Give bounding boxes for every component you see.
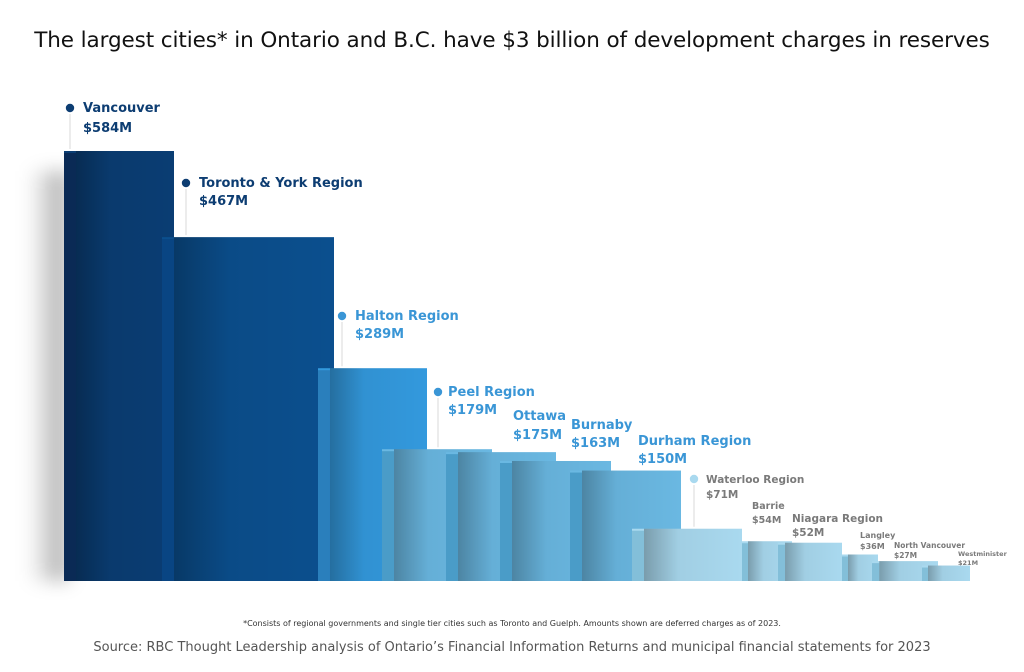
bar-label-2: Toronto & York Region $467M (181, 176, 363, 236)
bar-label-6: Burnaby $163M (571, 418, 633, 451)
value-label: $584M (83, 121, 132, 136)
footnote: *Consists of regional governments and si… (243, 619, 781, 628)
bar-side (872, 563, 880, 581)
label-dot (689, 474, 699, 484)
bar-label-10: Niagara Region $52M (792, 513, 883, 539)
bar-label-4: Peel Region $179M (433, 385, 535, 448)
category-label: Toronto & York Region (199, 176, 363, 191)
bar-side (922, 567, 928, 581)
label-dot (433, 387, 443, 397)
bar-side (64, 153, 76, 581)
category-label: Niagara Region (792, 513, 883, 525)
bar-10 (778, 542, 842, 581)
bar-side (778, 544, 786, 581)
bar-side (162, 239, 174, 581)
bar-label-7: Durham Region $150M (638, 434, 751, 467)
category-label: Langley (860, 531, 896, 540)
bar-label-9: Barrie $54M (752, 501, 785, 526)
bar-label-8: Waterloo Region $71M (689, 474, 804, 527)
value-label: $175M (513, 428, 562, 443)
bar-label-11: Langley $36M (860, 531, 896, 551)
bar-chart: Vancouver $584M Toronto & York Region $467M… (28, 101, 1008, 581)
bar-side (842, 556, 848, 581)
category-label: Vancouver (83, 101, 161, 116)
value-label: $150M (638, 452, 687, 467)
bar-8 (632, 528, 742, 581)
bar-label-5: Ottawa $175M (513, 409, 566, 443)
value-label: $21M (958, 559, 978, 567)
label-dot (337, 311, 347, 321)
value-label: $467M (199, 194, 248, 209)
label-dot (181, 178, 191, 188)
bar-13 (922, 565, 970, 581)
category-label: North Vancouver (894, 541, 965, 550)
bar-side (446, 454, 458, 581)
bar-1 (64, 151, 174, 581)
value-label: $289M (355, 327, 404, 342)
source-note: Source: RBC Thought Leadership analysis … (93, 640, 931, 655)
category-label: Barrie (752, 501, 785, 512)
value-label: $27M (894, 551, 917, 560)
value-label: $54M (752, 515, 781, 526)
bar-side (382, 451, 394, 581)
category-label: Ottawa (513, 409, 566, 424)
bar-shade (174, 237, 334, 581)
value-label: $36M (860, 542, 885, 551)
category-label: Burnaby (571, 418, 633, 433)
bar-side (318, 370, 330, 581)
value-label: $163M (571, 436, 620, 451)
bar-label-1: Vancouver $584M (65, 101, 161, 149)
category-label: Durham Region (638, 434, 751, 449)
value-label: $52M (792, 527, 824, 539)
bar-side (500, 462, 512, 581)
bar-shade (644, 528, 742, 581)
bar-label-13: Westminister$21M (958, 550, 1008, 567)
category-label: Westminister (958, 550, 1008, 558)
bar-side (570, 472, 582, 581)
category-label: Peel Region (448, 385, 535, 400)
bar-label-12: North Vancouver$27M (894, 541, 965, 560)
bar-shade (785, 542, 842, 581)
bar-2 (162, 237, 334, 581)
bar-side (742, 543, 748, 581)
bar-shade (928, 565, 970, 581)
category-label: Halton Region (355, 309, 459, 324)
chart-title: The largest cities* in Ontario and B.C. … (34, 28, 990, 53)
bar-shade (76, 151, 174, 581)
label-dot (65, 103, 75, 113)
category-label: Waterloo Region (706, 474, 804, 486)
value-label: $71M (706, 489, 738, 501)
bar-label-3: Halton Region $289M (337, 309, 459, 367)
bar-side (632, 530, 644, 581)
value-label: $179M (448, 403, 497, 418)
bar-shadow (28, 171, 68, 581)
